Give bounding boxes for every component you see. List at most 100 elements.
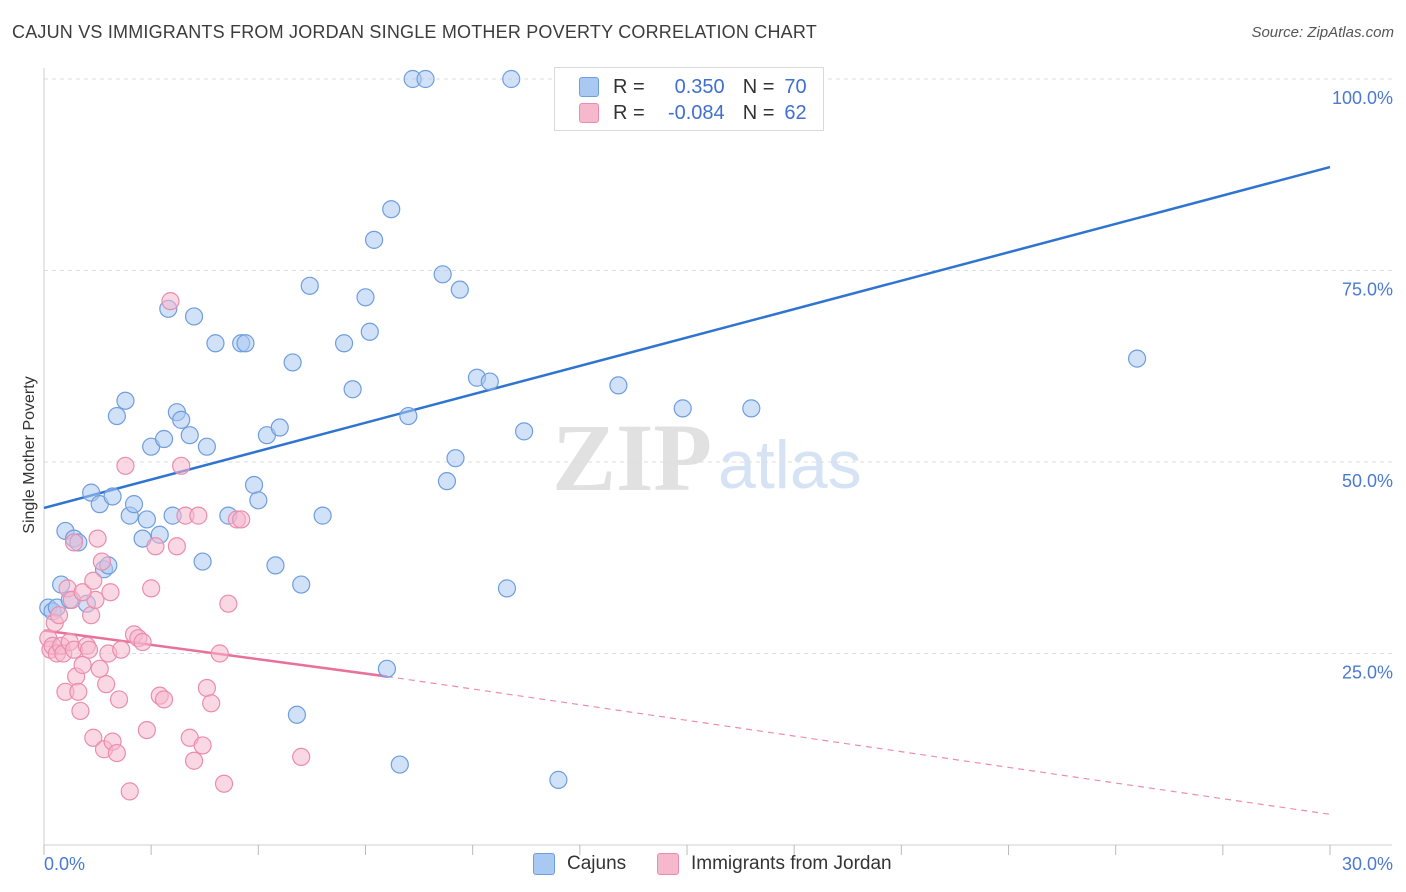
cajun-point (377, 659, 397, 678)
cajun-point (364, 230, 384, 249)
jordan-trend-extension (386, 675, 1331, 815)
data-points (39, 69, 1147, 801)
cajun-point (343, 380, 362, 399)
cajun-point (416, 69, 435, 89)
y-axis-label: Single Mother Poverty (21, 376, 38, 533)
cajun-point (266, 556, 285, 575)
jordan-point (97, 675, 116, 694)
jordan-point (107, 743, 126, 763)
cajun-point (236, 334, 255, 353)
grid (44, 78, 1392, 654)
watermark: ZIP atlas (552, 404, 862, 511)
cajun-point (283, 353, 302, 372)
cajun-point (450, 280, 469, 299)
cajun-point (124, 495, 144, 514)
jordan-point (79, 640, 99, 659)
cajun-point (292, 575, 311, 594)
legend-n-value: 70 (784, 75, 807, 98)
cajun-point (103, 487, 122, 506)
cajun-point (446, 449, 465, 468)
legend-row-jordan: R = -0.084 N = 62 (579, 100, 807, 126)
jordan-point (292, 747, 311, 767)
cajun-point (609, 376, 628, 395)
jordan-point (84, 728, 103, 747)
jordan-point (193, 736, 212, 755)
cajun-point (193, 552, 212, 571)
jordan-point (197, 678, 216, 698)
jordan-point (92, 552, 111, 571)
cajun-point (382, 200, 401, 219)
jordan-point (49, 606, 69, 625)
chart-title: CAJUN VS IMMIGRANTS FROM JORDAN SINGLE M… (12, 22, 817, 42)
jordan-point (189, 506, 208, 525)
bottom-legend-jordan: Immigrants from Jordan (657, 851, 892, 877)
legend-row-cajuns: R = 0.350 N = 70 (579, 74, 807, 100)
jordan-point (154, 690, 174, 709)
jordan-point (84, 571, 103, 590)
cajun-point (390, 755, 409, 774)
jordan-point (172, 456, 191, 475)
jordan-point (146, 537, 165, 556)
cajun-point (300, 276, 319, 295)
cajun-point (197, 437, 216, 456)
jordan-point (90, 659, 109, 678)
x-tick-label: 0.0% (44, 854, 85, 874)
cajun-point (287, 705, 307, 724)
cajun-point (480, 372, 499, 391)
jordan-point (73, 655, 92, 675)
watermark-zip: ZIP (552, 404, 712, 511)
cajun-point (515, 422, 534, 441)
jordan-point (109, 690, 129, 709)
cajun-point (107, 406, 126, 426)
cajun-point (313, 506, 332, 525)
x-tick-label: 30.0% (1342, 854, 1393, 874)
cajun-point (437, 472, 457, 491)
cajun-point (270, 418, 289, 437)
jordan-point (142, 579, 161, 598)
cajun-point (206, 334, 225, 353)
jordan-point (133, 632, 152, 652)
axes (43, 68, 1392, 855)
y-tick-label: 100.0% (1332, 88, 1393, 108)
jordan-point (167, 537, 186, 556)
legend-r-value: -0.084 (667, 101, 725, 124)
jordan-point (232, 510, 251, 529)
jordan-point (219, 594, 238, 613)
jordan-point (202, 694, 221, 713)
jordan-point (137, 720, 156, 740)
legend-swatch-cajuns (579, 77, 599, 97)
bottom-legend-label-cajuns: Cajuns (567, 853, 627, 874)
cajun-point (673, 399, 692, 418)
legend: R = 0.350 N = 70 R = -0.084 N = 62 (554, 67, 824, 131)
cajun-point (244, 475, 264, 495)
cajun-point (180, 426, 199, 445)
cajun-point (549, 770, 568, 789)
cajun-point (399, 406, 418, 426)
jordan-point (161, 292, 180, 311)
jordan-point (184, 751, 204, 770)
legend-r-label: R = (613, 101, 645, 124)
tick-labels: 25.0% 50.0% 75.0% 100.0% 0.0% 30.0% (44, 88, 1393, 874)
jordan-point (69, 682, 88, 701)
jordan-point (101, 583, 120, 602)
bottom-legend-cajuns: Cajuns (533, 851, 626, 877)
cajun-point (334, 334, 354, 353)
legend-swatch-jordan (579, 103, 599, 123)
cajun-point (502, 69, 521, 89)
cajun-point (497, 579, 517, 598)
bottom-legend-label-jordan: Immigrants from Jordan (691, 853, 892, 874)
bottom-legend-swatch-jordan (657, 853, 679, 875)
cajun-point (356, 288, 375, 307)
bottom-legend-swatch-cajuns (533, 853, 555, 875)
jordan-point (71, 701, 90, 721)
jordan-point (73, 583, 92, 602)
jordan-point (82, 606, 101, 625)
jordan-point (116, 456, 135, 475)
jordan-point (64, 533, 84, 552)
watermark-atlas: atlas (718, 427, 862, 503)
cajun-point (1127, 349, 1147, 368)
cajun-trend-line (43, 165, 1331, 510)
cajun-point (742, 399, 761, 418)
jordan-point (214, 774, 234, 793)
legend-r-value: 0.350 (674, 75, 725, 98)
